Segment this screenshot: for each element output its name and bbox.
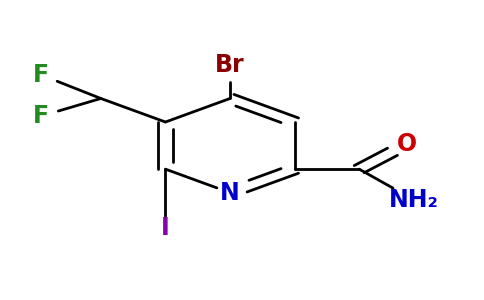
- Text: F: F: [33, 63, 49, 87]
- Text: NH₂: NH₂: [389, 188, 439, 212]
- Text: Br: Br: [215, 52, 245, 76]
- Text: N: N: [220, 181, 240, 205]
- Text: O: O: [397, 132, 417, 156]
- Text: I: I: [161, 216, 170, 240]
- Text: F: F: [33, 104, 49, 128]
